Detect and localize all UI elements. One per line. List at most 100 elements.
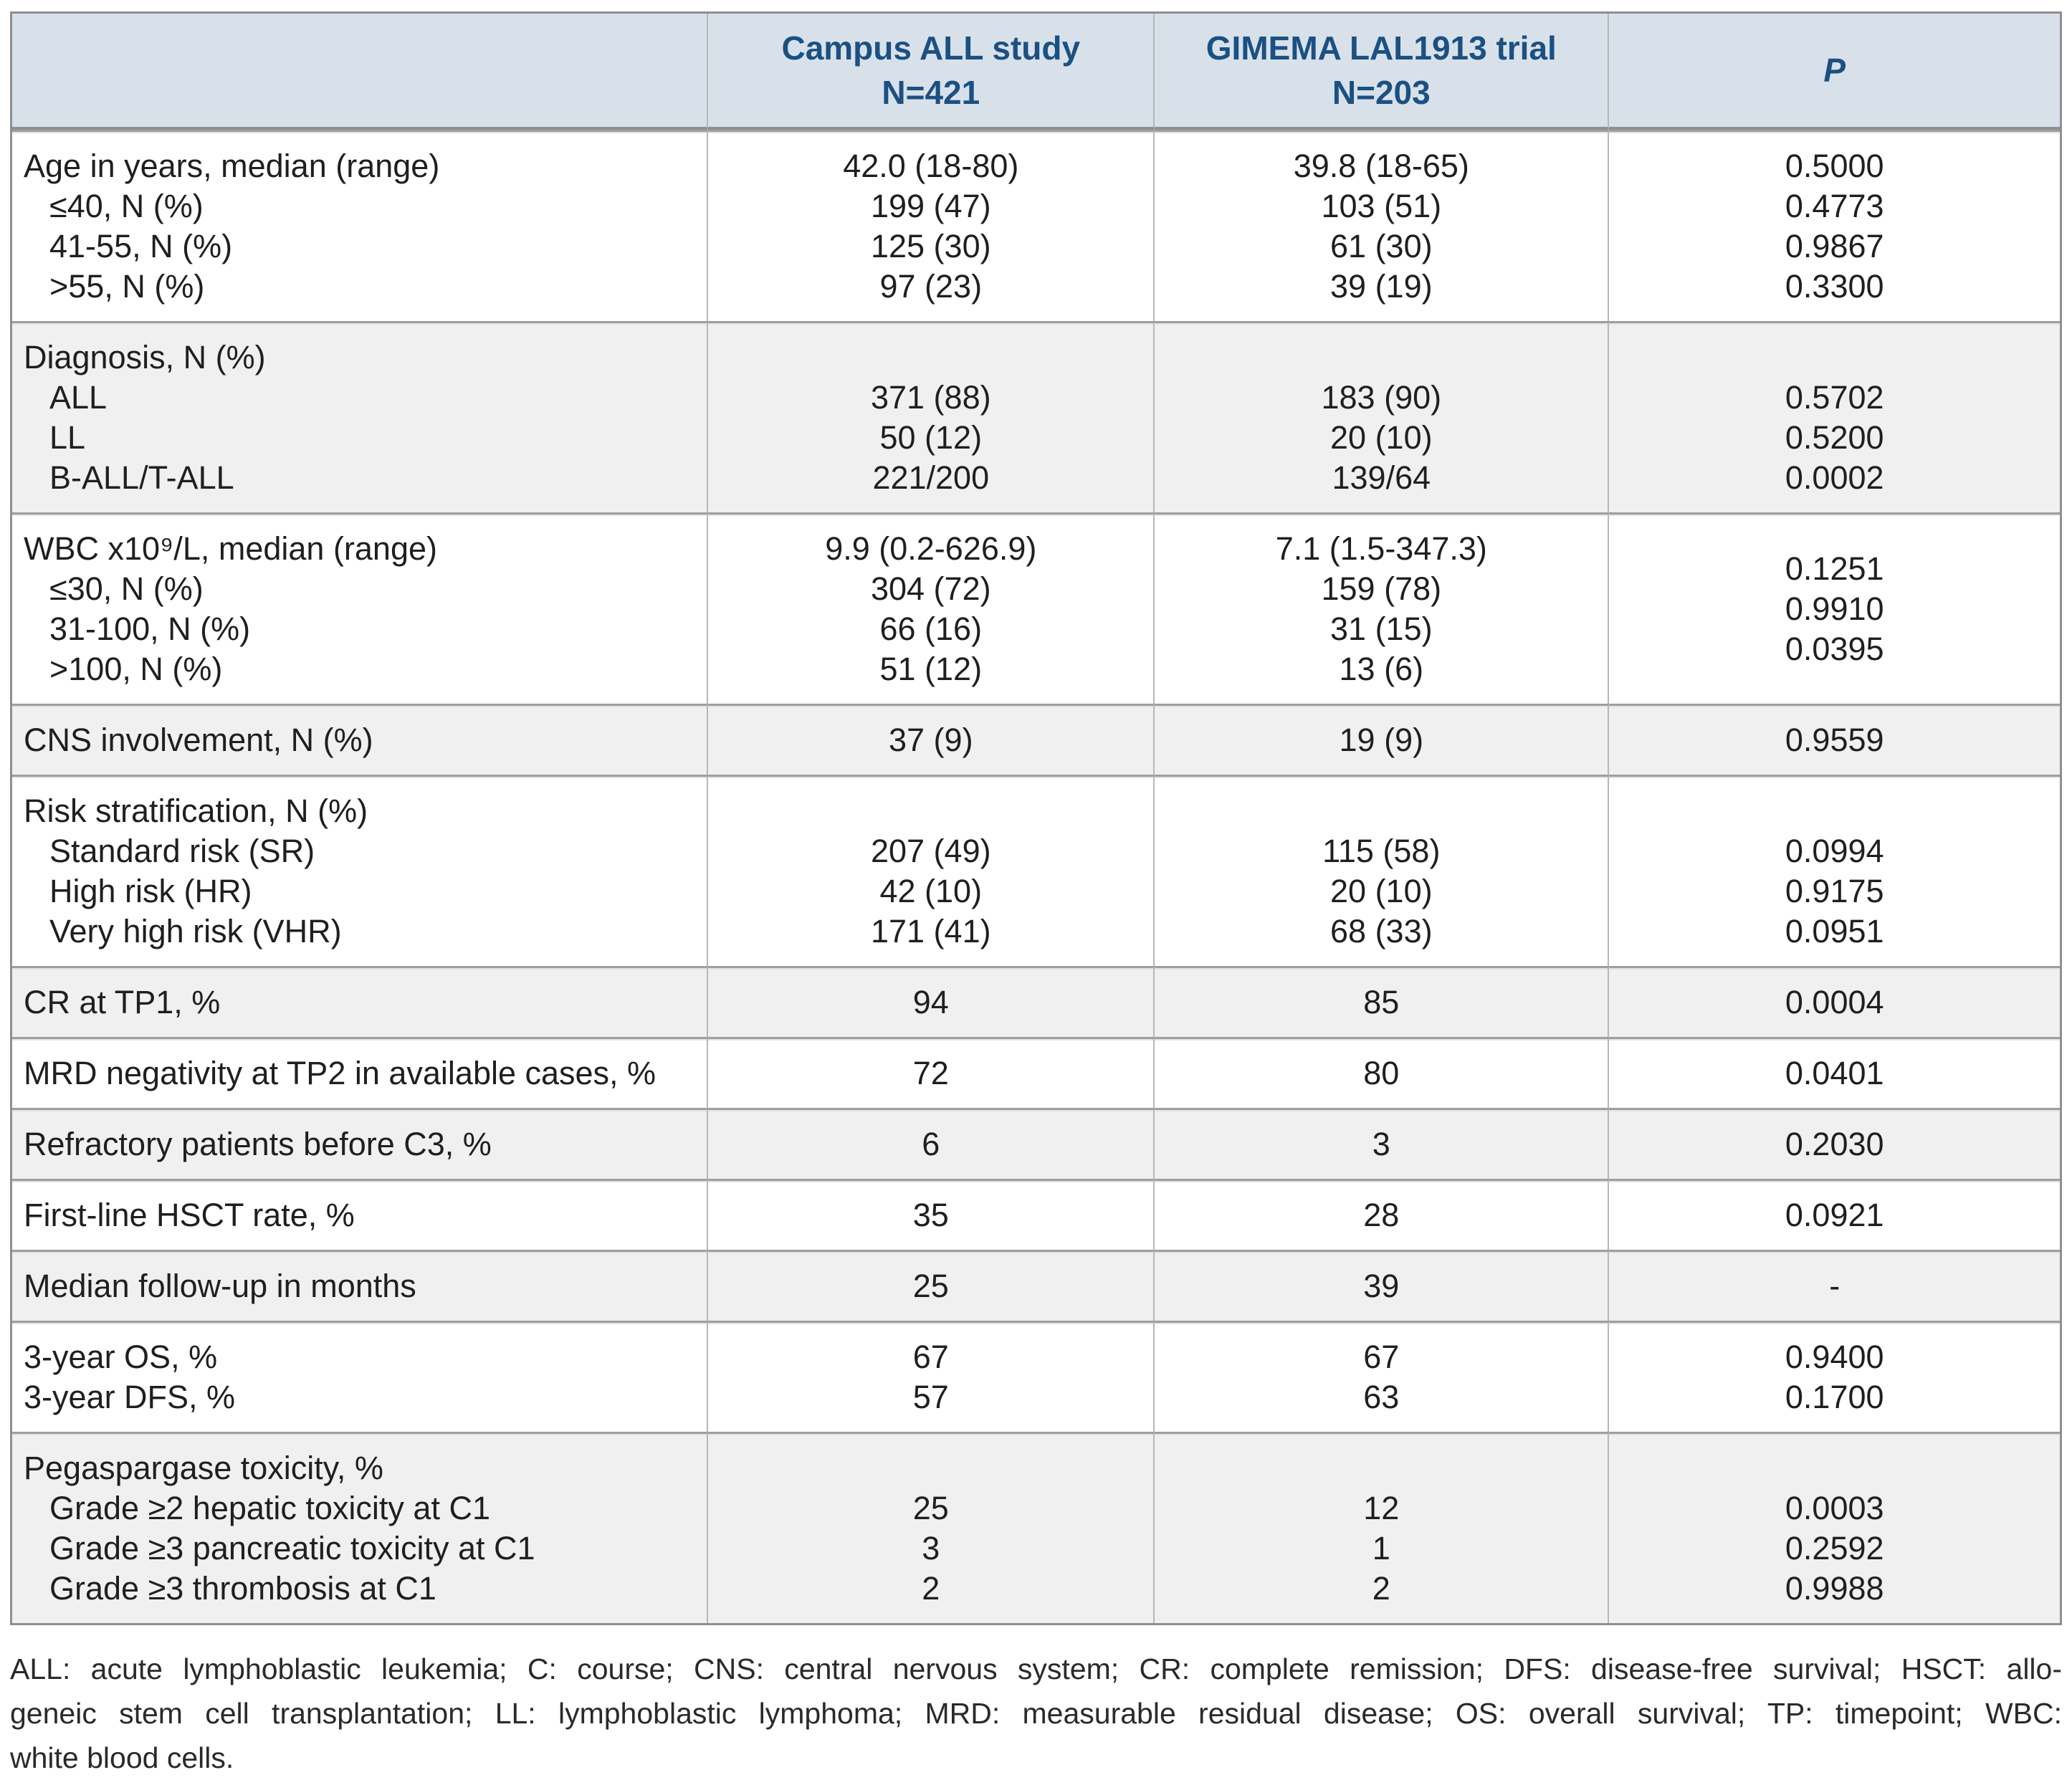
- header-row: Campus ALL study N=421 GIMEMA LAL1913 tr…: [12, 14, 2060, 130]
- campus-value: [708, 1448, 1153, 1488]
- p-value: 0.0004: [1785, 984, 1884, 1020]
- row-label: LL: [49, 419, 86, 456]
- row-label: Risk stratification, N (%): [24, 793, 368, 829]
- campus-value: 42.0 (18-80): [843, 148, 1019, 184]
- row-label: 3-year OS, %: [24, 1339, 218, 1375]
- gimema-value: [1155, 791, 1608, 831]
- p-cell: 0.9559: [1609, 704, 2060, 775]
- footnote-line: ALL: acute lymphoblastic leukemia; C: co…: [10, 1652, 2062, 1685]
- header-gimema: GIMEMA LAL1913 trial N=203: [1155, 14, 1610, 130]
- campus-value: 72: [912, 1055, 949, 1091]
- p-value: 0.5200: [1785, 419, 1884, 456]
- header-campus-title: Campus ALL study: [781, 29, 1081, 67]
- p-value: 0.0401: [1785, 1055, 1884, 1091]
- campus-value: 171 (41): [870, 913, 991, 949]
- section-wbc: WBC x10⁹/L, median (range) ≤30, N (%) 31-1…: [12, 512, 2060, 704]
- gimema-cell: 183 (90) 20 (10) 139/64: [1155, 321, 1610, 512]
- campus-cell: 42.0 (18-80) 199 (47) 125 (30) 97 (23): [708, 130, 1155, 321]
- footnote-line: geneic stem cell transplantation; LL: ly…: [10, 1697, 2062, 1730]
- campus-cell: 94: [708, 966, 1155, 1037]
- gimema-value: 39: [1363, 1268, 1400, 1304]
- p-value: 0.2592: [1785, 1530, 1884, 1566]
- row-label: Very high risk (VHR): [49, 913, 342, 949]
- gimema-value: 20 (10): [1330, 873, 1433, 909]
- header-empty-cell: [12, 14, 709, 130]
- label-cell: CNS involvement, N (%): [12, 704, 709, 775]
- p-cell: 0.0994 0.9175 0.0951: [1609, 775, 2060, 966]
- section-mrd-tp2: MRD negativity at TP2 in available cases…: [12, 1037, 2060, 1108]
- p-value: 0.9910: [1785, 590, 1884, 627]
- header-p-label: P: [1823, 52, 1846, 89]
- gimema-value: 2: [1372, 1570, 1390, 1607]
- gimema-cell: 19 (9): [1155, 704, 1610, 775]
- campus-value: 25: [912, 1268, 949, 1304]
- footnote: ALL: acute lymphoblastic leukemia; C: co…: [10, 1647, 2062, 1780]
- gimema-value: 31 (15): [1330, 611, 1433, 647]
- gimema-value: 183 (90): [1321, 379, 1442, 416]
- p-value: 0.9400: [1785, 1339, 1884, 1375]
- row-label: Grade ≥3 thrombosis at C1: [49, 1570, 436, 1607]
- row-label: 41-55, N (%): [49, 228, 233, 264]
- p-value: -: [1829, 1268, 1841, 1304]
- section-cr-tp1: CR at TP1, % 94 85 0.0004: [12, 966, 2060, 1037]
- p-value: 0.1700: [1785, 1379, 1884, 1415]
- gimema-cell: 12 1 2: [1155, 1432, 1610, 1623]
- p-value: [1609, 338, 2060, 378]
- gimema-value: 68 (33): [1330, 913, 1433, 949]
- gimema-value: 7.1 (1.5-347.3): [1275, 530, 1487, 567]
- gimema-cell: 85: [1155, 966, 1610, 1037]
- gimema-cell: 28: [1155, 1179, 1610, 1250]
- gimema-value: 103 (51): [1321, 188, 1442, 224]
- gimema-value: 115 (58): [1322, 833, 1441, 869]
- row-label: Grade ≥2 hepatic toxicity at C1: [49, 1490, 490, 1526]
- p-cell: -: [1609, 1250, 2060, 1321]
- header-gimema-n: N=203: [1332, 74, 1431, 111]
- section-follow-up: Median follow-up in months 25 39 -: [12, 1250, 2060, 1321]
- header-campus-n: N=421: [882, 74, 980, 111]
- campus-cell: 67 57: [708, 1321, 1155, 1432]
- gimema-value: 39.8 (18-65): [1293, 148, 1469, 184]
- campus-value: 2: [922, 1570, 940, 1607]
- gimema-value: 63: [1363, 1379, 1400, 1415]
- p-value: 0.0002: [1785, 459, 1884, 496]
- label-cell: 3-year OS, % 3-year DFS, %: [12, 1321, 709, 1432]
- gimema-value: 13 (6): [1339, 651, 1424, 687]
- row-label: ≤30, N (%): [49, 570, 204, 607]
- gimema-cell: 3: [1155, 1108, 1610, 1179]
- campus-value: 37 (9): [889, 722, 973, 758]
- p-value: 0.0003: [1785, 1490, 1884, 1526]
- section-refractory: Refractory patients before C3, % 6 3 0.2030: [12, 1108, 2060, 1179]
- p-value: 0.0994: [1785, 833, 1884, 869]
- campus-cell: 207 (49) 42 (10) 171 (41): [708, 775, 1155, 966]
- row-label: B-ALL/T-ALL: [49, 459, 234, 496]
- p-value: 0.5000: [1785, 148, 1884, 184]
- row-label: Grade ≥3 pancreatic toxicity at C1: [49, 1530, 535, 1566]
- gimema-value: [1155, 338, 1608, 378]
- gimema-value: 20 (10): [1330, 419, 1433, 456]
- campus-cell: 25 3 2: [708, 1432, 1155, 1623]
- campus-cell: 9.9 (0.2-626.9) 304 (72) 66 (16) 51 (12): [708, 512, 1155, 704]
- p-value: 0.9988: [1785, 1570, 1884, 1607]
- campus-value: 50 (12): [879, 419, 983, 456]
- label-cell: MRD negativity at TP2 in available cases…: [12, 1037, 709, 1108]
- header-campus: Campus ALL study N=421: [708, 14, 1155, 130]
- campus-value: [708, 338, 1153, 378]
- campus-cell: 72: [708, 1037, 1155, 1108]
- campus-cell: 37 (9): [708, 704, 1155, 775]
- row-label: Standard risk (SR): [49, 833, 315, 869]
- campus-value: 57: [912, 1379, 949, 1415]
- row-label: First-line HSCT rate, %: [24, 1197, 355, 1233]
- p-cell: 0.2030: [1609, 1108, 2060, 1179]
- campus-value: 67: [912, 1339, 949, 1375]
- campus-value: 25: [912, 1490, 949, 1526]
- p-cell: 0.5702 0.5200 0.0002: [1609, 321, 2060, 512]
- campus-value: 371 (88): [870, 379, 991, 416]
- campus-cell: 25: [708, 1250, 1155, 1321]
- gimema-value: 1: [1372, 1530, 1390, 1566]
- row-label: Refractory patients before C3, %: [24, 1126, 492, 1162]
- gimema-cell: 80: [1155, 1037, 1610, 1108]
- header-gimema-title: GIMEMA LAL1913 trial: [1206, 29, 1557, 67]
- gimema-value: 85: [1363, 984, 1400, 1020]
- row-label: >55, N (%): [49, 268, 205, 305]
